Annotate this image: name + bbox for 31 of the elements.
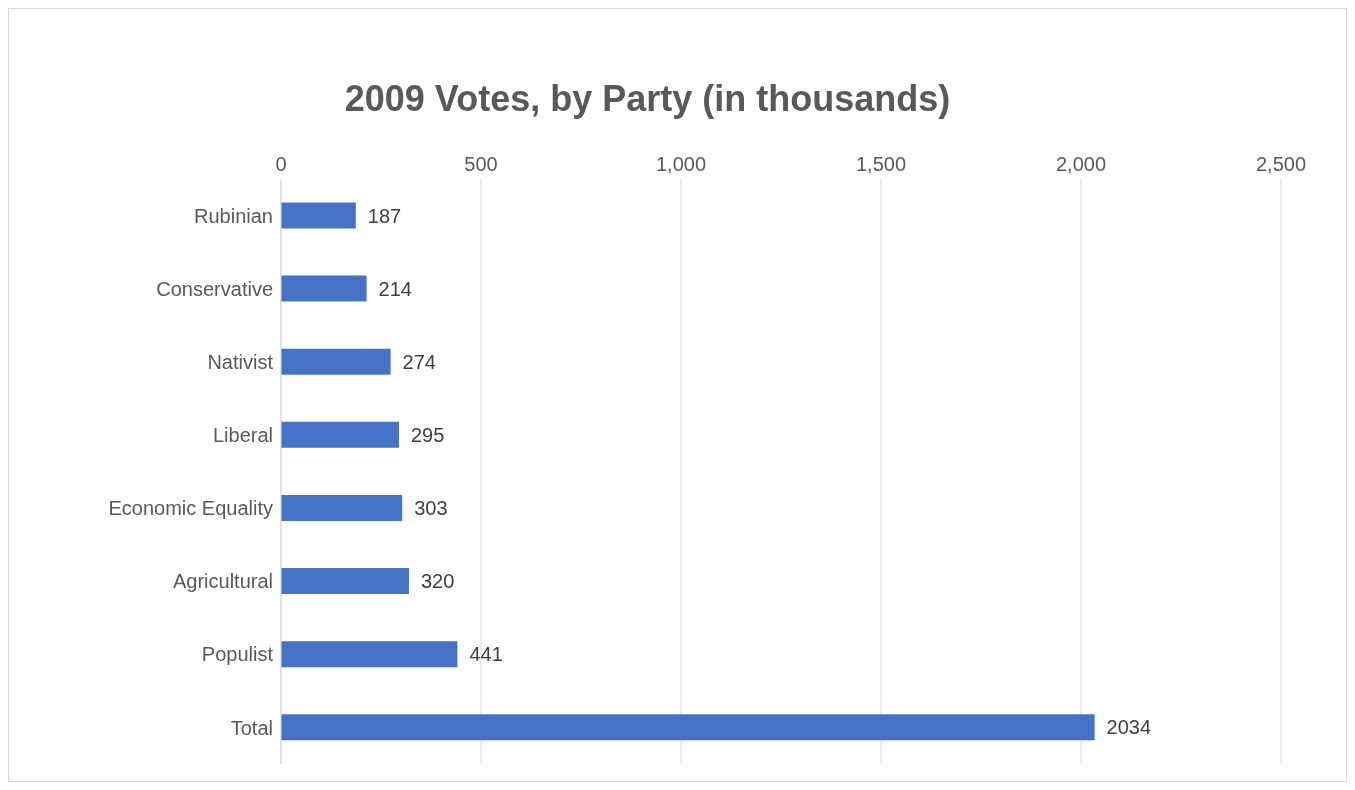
- y-tick-label: Nativist: [207, 350, 274, 373]
- data-label: 303: [414, 497, 448, 519]
- bar: [281, 568, 409, 595]
- bar: [281, 421, 399, 448]
- bar: [281, 494, 403, 521]
- y-tick-label: Economic Equality: [108, 497, 273, 520]
- x-tick-label: 500: [464, 153, 498, 175]
- x-tick-label: 1,500: [855, 153, 907, 175]
- y-tick-label: Liberal: [212, 424, 273, 447]
- bar: [281, 348, 391, 375]
- bar: [281, 275, 367, 302]
- data-label: 2034: [1106, 716, 1152, 739]
- y-tick-label: Agricultural: [172, 570, 273, 593]
- chart-title: 2009 Votes, by Party (in thousands): [343, 77, 952, 121]
- bar: [281, 714, 1095, 741]
- data-label: 187: [367, 204, 402, 227]
- data-label: 441: [469, 643, 503, 666]
- data-label: 295: [411, 423, 445, 446]
- x-tick-label: 2,500: [1255, 153, 1307, 175]
- x-tick-label: 1,000: [655, 153, 707, 175]
- x-tick-label: 2,000: [1055, 153, 1107, 175]
- x-tick-label: 0: [275, 153, 287, 175]
- y-tick-label: Conservative: [156, 277, 273, 300]
- data-label: 320: [421, 570, 455, 593]
- bar: [281, 641, 458, 668]
- y-tick-label: Populist: [201, 643, 274, 666]
- y-tick-label: Rubinian: [194, 204, 273, 227]
- data-label: 214: [378, 277, 412, 300]
- bar: [281, 202, 356, 229]
- y-tick-label: Total: [230, 716, 273, 739]
- data-label: 274: [402, 350, 436, 373]
